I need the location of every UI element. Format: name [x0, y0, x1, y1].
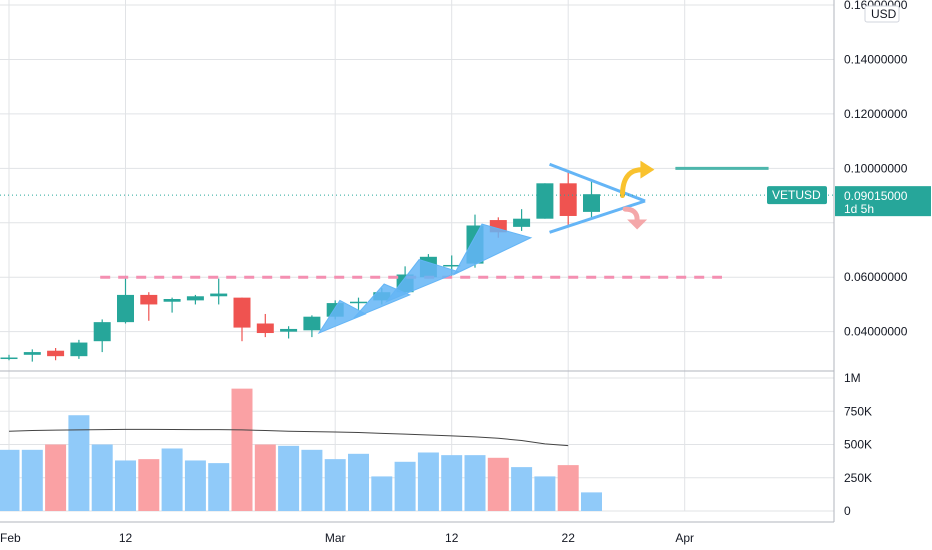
wave-triangle [452, 223, 533, 276]
price-tick-label: 0.04000000 [844, 325, 908, 339]
volume-bar [417, 452, 439, 511]
candle-body [443, 264, 461, 267]
pennant-upper-line [549, 162, 646, 203]
candles [0, 172, 600, 362]
volume-bar [324, 459, 346, 511]
candle-body [117, 294, 134, 323]
price-tick-label: 0.12000000 [844, 107, 908, 121]
last-price-value: 0.09015000 [844, 189, 908, 203]
volume-bar [487, 457, 509, 511]
candle-body [559, 183, 577, 216]
wave-triangle [384, 258, 461, 303]
candle-body [47, 350, 65, 357]
volume-tick-label: 1M [844, 371, 861, 385]
volume-bar [301, 449, 323, 511]
volume-bar [534, 476, 556, 511]
candle-body [583, 194, 600, 212]
volume-bar [464, 455, 486, 511]
time-tick-label: 22 [562, 531, 576, 545]
volume-bar [278, 445, 300, 511]
time-tick-label: 12 [445, 531, 459, 545]
wave-triangle [317, 299, 367, 335]
volume-tick-label: 250K [844, 471, 872, 485]
arrow-down-icon [622, 206, 640, 222]
candle-body [186, 296, 204, 301]
pennant-lower-line [549, 199, 646, 234]
candle-body [536, 183, 554, 219]
countdown-text: 1d 5h [844, 202, 874, 216]
volume-bar [115, 460, 136, 511]
volume-bars [0, 388, 602, 511]
currency-text: USD [871, 7, 897, 21]
volume-bar [45, 444, 67, 511]
price-tick-label: 0.14000000 [844, 52, 908, 66]
currency-box [864, 5, 900, 23]
volume-tick-label: 0 [844, 504, 851, 518]
volume-tick-label: 500K [844, 438, 872, 452]
volume-bar [557, 465, 579, 511]
last-price-box [835, 186, 931, 217]
volume-bar [208, 463, 230, 511]
candle-body [210, 293, 228, 297]
time-tick-label: 12 [119, 531, 133, 545]
volume-bar [348, 453, 369, 511]
volume-bar [0, 449, 20, 511]
arrow-down-head-icon [627, 219, 648, 230]
candle-body [23, 352, 41, 355]
volume-bar [441, 455, 463, 511]
candle-body [303, 316, 321, 331]
currency-label: USD [864, 5, 900, 23]
volume-bar [371, 476, 393, 511]
price-tick-label: 0.06000000 [844, 270, 908, 284]
candle-body [140, 294, 158, 305]
time-tick-label: Feb [0, 531, 21, 545]
volume-bar [394, 461, 416, 511]
candle-body [93, 322, 111, 342]
candle-body [163, 299, 181, 302]
candle-body [233, 297, 251, 328]
candle-body [0, 357, 18, 360]
symbol-box [767, 186, 827, 205]
time-tick-label: Mar [325, 531, 346, 545]
time-tick-label: Apr [675, 531, 694, 545]
volume-bar [161, 448, 183, 511]
volume-ma-line [8, 428, 569, 447]
drawings [0, 160, 834, 335]
candle-body [70, 342, 88, 357]
volume-tick-label: 750K [844, 404, 872, 418]
arrow-up-icon [619, 167, 645, 199]
volume-bar [231, 388, 253, 511]
volume-bar [21, 449, 43, 511]
volume-bar [184, 460, 206, 511]
volume-bar [254, 444, 276, 511]
arrow-up-head-icon [640, 160, 655, 179]
volume-bar [68, 415, 90, 511]
price-tick-label: 0.10000000 [844, 161, 908, 175]
candle-body [256, 323, 274, 334]
volume-bar [581, 492, 602, 511]
candle-body [280, 328, 298, 332]
volume-bar [511, 467, 533, 511]
symbol-text: VETUSD [772, 188, 821, 202]
grid-lines [0, 0, 835, 523]
volume-bar [91, 444, 113, 511]
volume-bar [138, 459, 160, 511]
candle-body [513, 218, 531, 227]
candle-body [350, 301, 367, 304]
